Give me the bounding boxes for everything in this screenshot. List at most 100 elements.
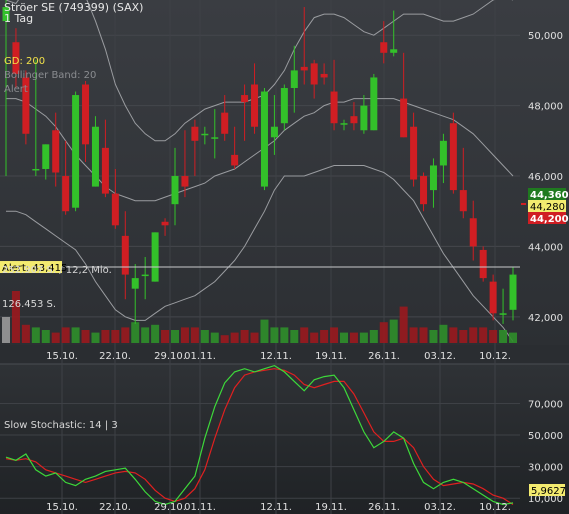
volume-bar	[469, 327, 478, 343]
candle-body	[340, 123, 348, 125]
candle-body	[499, 313, 507, 315]
price-tick-label: 44,000	[528, 242, 563, 253]
candle-body	[479, 249, 487, 279]
volume-bar	[111, 330, 120, 343]
price-tag-low: 44,200	[530, 214, 569, 225]
date-tick-label: 15.10.	[46, 351, 78, 362]
date-tick-label: 12.11.	[260, 351, 292, 362]
volume-bar	[210, 332, 219, 343]
volume-bars	[2, 291, 517, 343]
date-axis-bg	[0, 345, 569, 364]
candle-body	[310, 63, 318, 85]
stoch-panel-bg	[0, 364, 569, 514]
candle-body	[221, 112, 229, 134]
candle-body	[161, 221, 169, 226]
candle-body	[241, 95, 249, 103]
price-tag-low-bg	[528, 212, 566, 224]
volume-bar	[270, 327, 279, 343]
chart-title: Ströer SE (749399) (SAX)	[4, 1, 143, 14]
volume-bar	[51, 332, 60, 343]
volume-bar	[171, 330, 179, 343]
volume-bar	[81, 330, 90, 343]
candle-body	[191, 126, 199, 141]
stoch-date-tick-label: 26.11.	[368, 502, 400, 513]
price-marker	[521, 203, 526, 205]
volume-bar	[141, 327, 150, 343]
price-tag-high: 44,360	[530, 190, 569, 201]
stoch-tick-label: 30,000	[528, 463, 563, 474]
volume-bar	[190, 327, 199, 343]
volume-bar	[161, 330, 170, 343]
candle-body	[469, 218, 477, 247]
candle-body	[91, 126, 99, 187]
volume-bar	[200, 330, 209, 343]
candle-body	[410, 126, 418, 180]
stoch-date-tick-label: 03.12.	[424, 502, 456, 513]
date-tick-label: 22.10.	[99, 351, 131, 362]
candle-body	[201, 133, 209, 136]
price-tag-high-bg	[528, 188, 566, 200]
candle-body	[211, 137, 219, 139]
volume-bar	[131, 322, 140, 343]
candle-body	[72, 95, 80, 208]
price-tag-mid-bg	[528, 200, 566, 212]
candle-body	[449, 123, 457, 191]
candle-body	[131, 278, 139, 289]
main-panel-bg	[0, 0, 569, 345]
stoch-date-tick-label: 10.12.	[479, 502, 511, 513]
candle-body	[300, 66, 308, 71]
bollinger-mid-line	[6, 98, 514, 202]
bollinger-upper-line	[5, 0, 513, 142]
candle-body	[181, 176, 189, 187]
volume-bar	[349, 332, 358, 343]
volume-bar	[250, 332, 259, 343]
candle-body	[390, 49, 398, 53]
candle-body	[22, 77, 30, 134]
volume-bar	[369, 330, 378, 343]
candle-body	[290, 70, 298, 89]
volume-bar	[300, 327, 309, 343]
candle-body	[260, 91, 268, 187]
volume-bar	[240, 330, 249, 343]
candle-body	[509, 274, 517, 310]
volume-bar	[439, 324, 448, 343]
grid-lines	[0, 0, 520, 514]
volume-bar	[31, 327, 40, 343]
stoch-date-tick-label: 12.11.	[260, 502, 292, 513]
volume-bar	[359, 332, 368, 343]
volume-bar	[41, 330, 50, 343]
bollinger-bands	[5, 0, 514, 342]
candle-body	[429, 165, 437, 191]
volume-bar	[2, 317, 10, 343]
candle-body	[489, 281, 497, 314]
candle-body	[400, 98, 408, 138]
stoch-date-tick-label: 22.10.	[99, 502, 131, 513]
candle-body	[370, 77, 378, 131]
volume-bar	[151, 324, 160, 343]
volume-bar	[260, 319, 269, 343]
candle-body	[32, 168, 40, 171]
stoch-date-tick-label: 29.10.	[154, 502, 186, 513]
volume-bar	[71, 327, 80, 343]
alert-label: Alert	[4, 84, 28, 95]
candle-body	[2, 7, 10, 22]
volume-bar	[499, 330, 508, 343]
stoch-tick-label: 50,000	[528, 431, 563, 442]
axis-labels: 42,000 44,000 46,000 48,000 50,000 15.10. 15.1…	[46, 31, 563, 513]
candle-body	[101, 147, 109, 194]
stoch-value-tag: 5,9627	[531, 486, 566, 497]
alert-tag-label: Alert: 43,415	[2, 263, 67, 274]
candle-body	[52, 130, 60, 173]
volume-bar	[389, 319, 398, 343]
candle-body	[42, 144, 50, 169]
candlesticks	[2, 0, 517, 324]
volume-bar	[419, 327, 428, 343]
volume-bar	[21, 324, 30, 343]
candle-body	[380, 42, 388, 53]
stoch-date-tick-label: 15.10.	[46, 502, 78, 513]
candle-body	[439, 140, 447, 166]
volume-bar	[379, 322, 388, 343]
candle-body	[62, 176, 70, 212]
price-tick-label: 42,000	[528, 313, 563, 324]
